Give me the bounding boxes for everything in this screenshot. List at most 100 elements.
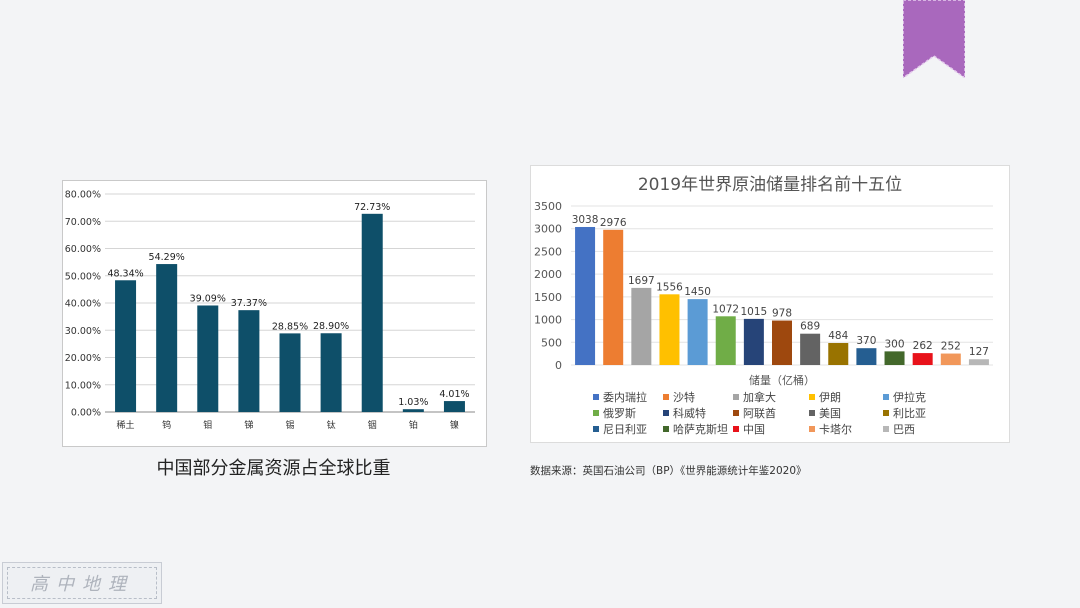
data-source-note: 数据来源：英国石油公司（BP）《世界能源统计年鉴2020》	[530, 465, 807, 477]
y-tick-label: 0	[555, 359, 562, 372]
legend-swatch	[733, 410, 739, 416]
legend-swatch	[593, 426, 599, 432]
y-tick-label: 20.00%	[65, 353, 101, 364]
y-tick-label: 2500	[534, 245, 562, 258]
bar-value-label: 689	[800, 321, 820, 333]
bar	[443, 401, 465, 412]
bar	[575, 226, 596, 365]
y-tick-label: 1500	[534, 291, 562, 304]
legend-swatch	[809, 410, 815, 416]
bar-value-label: 262	[913, 340, 933, 352]
legend-swatch	[663, 410, 669, 416]
bar	[828, 343, 849, 365]
x-axis-title: 储量（亿桶）	[749, 373, 815, 387]
watermark-stamp-text: 高中地理	[7, 567, 157, 599]
bar	[156, 264, 178, 412]
chart-title: 2019年世界原油储量排名前十五位	[638, 175, 902, 195]
bookmark-ribbon	[903, 0, 965, 78]
bar	[197, 305, 219, 412]
legend-swatch	[883, 426, 889, 432]
x-category-label: 镍	[450, 419, 459, 431]
bar	[603, 229, 624, 365]
legend-label: 委内瑞拉	[603, 390, 647, 404]
y-tick-label: 10.00%	[65, 380, 101, 391]
bar-value-label: 48.34%	[107, 268, 143, 279]
bar-value-label: 28.85%	[272, 321, 308, 332]
legend-label: 哈萨克斯坦	[673, 422, 728, 436]
bar-value-label: 54.29%	[149, 252, 185, 263]
x-category-label: 钨	[162, 419, 171, 431]
bar	[631, 287, 652, 365]
oil-reserves-chart-svg: 2019年世界原油储量排名前十五位 0 500 1000 1500 2000 2500 300…	[534, 175, 993, 436]
legend-label: 美国	[819, 407, 841, 420]
legend-label: 阿联酋	[743, 406, 776, 420]
legend-swatch	[663, 394, 669, 400]
x-category-label: 钼	[203, 419, 212, 431]
legend-swatch	[883, 410, 889, 416]
bar	[884, 351, 905, 365]
legend-swatch	[733, 426, 739, 432]
legend-label: 科威特	[673, 406, 706, 420]
y-tick-label: 50.00%	[65, 271, 101, 282]
bar-value-label: 370	[856, 335, 876, 347]
y-tick-label: 60.00%	[65, 244, 101, 255]
bar-value-label: 1697	[628, 275, 655, 287]
legend-label: 中国	[743, 423, 765, 436]
legend-swatch	[593, 394, 599, 400]
bar-value-label: 2976	[600, 217, 627, 229]
x-category-label: 铂	[409, 419, 418, 431]
bar	[238, 310, 260, 412]
bar	[361, 213, 383, 412]
legend-swatch	[663, 426, 669, 432]
bar-value-label: 1.03%	[398, 397, 428, 408]
bar-value-label: 484	[828, 330, 848, 342]
bar	[115, 280, 137, 412]
bar	[856, 348, 877, 365]
x-category-label: 铟	[368, 419, 377, 431]
legend-swatch	[733, 394, 739, 400]
legend-swatch	[883, 394, 889, 400]
legend-label: 伊朗	[819, 391, 841, 404]
metal-share-caption: 中国部分金属资源占全球比重	[156, 458, 391, 479]
bar	[715, 316, 736, 365]
bar	[687, 299, 708, 365]
legend-label: 伊拉克	[893, 390, 926, 404]
bar-value-label: 252	[941, 341, 961, 353]
legend-swatch	[809, 426, 815, 432]
bar	[402, 409, 424, 412]
legend-swatch	[809, 394, 815, 400]
y-tick-label: 40.00%	[65, 299, 101, 310]
bar-value-label: 1072	[712, 303, 739, 315]
bar-value-label: 978	[772, 308, 792, 320]
bar-value-label: 127	[969, 346, 989, 358]
bar	[912, 353, 933, 365]
bar	[743, 318, 764, 365]
legend-label: 沙特	[673, 390, 695, 404]
metal-share-chart-svg: 0.00% 10.00% 20.00% 30.00% 40.00% 50.00% 60.00…	[65, 190, 475, 431]
bar-value-label: 72.73%	[354, 202, 390, 213]
bar-value-label: 39.09%	[190, 293, 226, 304]
y-tick-label: 3000	[534, 223, 562, 236]
bar-value-label: 4.01%	[439, 389, 469, 400]
bar	[659, 294, 680, 365]
x-category-label: 稀土	[117, 419, 135, 431]
y-tick-label: 500	[541, 336, 562, 349]
bar-value-label: 300	[885, 338, 905, 350]
bar-value-label: 1015	[740, 306, 767, 318]
legend-swatch	[593, 410, 599, 416]
legend-label: 尼日利亚	[603, 423, 647, 436]
bar-value-label: 3038	[572, 214, 599, 226]
watermark-stamp: 高中地理	[2, 562, 162, 604]
x-category-label: 锡	[285, 420, 294, 431]
metal-share-chart: 0.00% 10.00% 20.00% 30.00% 40.00% 50.00% 60.00…	[62, 180, 487, 447]
y-tick-label: 3500	[534, 200, 562, 213]
y-tick-label: 2000	[534, 268, 562, 281]
y-tick-label: 1000	[534, 314, 562, 327]
legend-label: 巴西	[893, 423, 915, 436]
bar	[968, 359, 989, 365]
bar	[940, 353, 961, 365]
legend-label: 利比亚	[893, 407, 926, 420]
bar-value-label: 28.90%	[313, 321, 349, 332]
bar	[772, 320, 792, 365]
bar-value-label: 1556	[656, 281, 683, 293]
